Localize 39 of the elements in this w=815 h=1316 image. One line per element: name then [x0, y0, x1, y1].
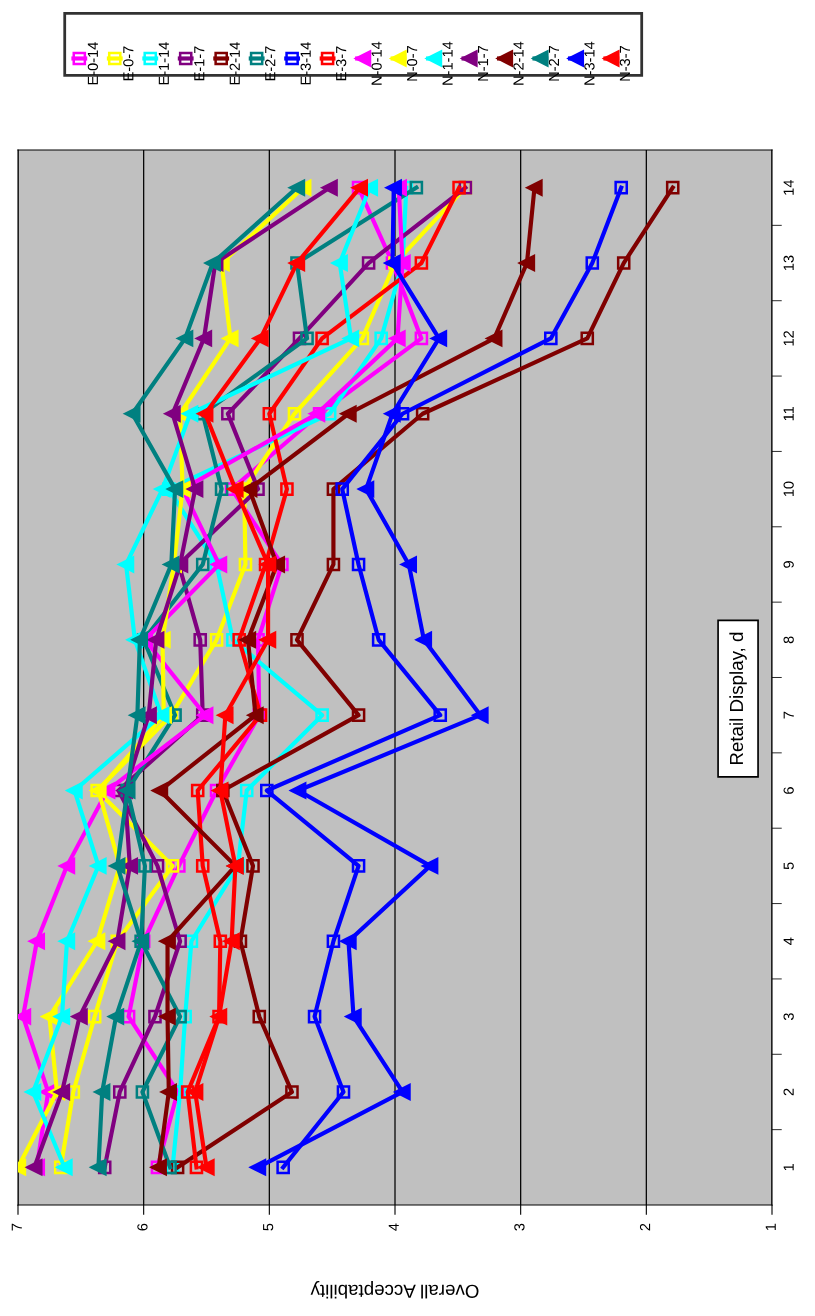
x-tick-label: 5 [263, 1223, 274, 1231]
legend-label: E-1-7 [194, 46, 205, 81]
y-tick-label: 5 [783, 862, 794, 870]
x-axis-title: Overall Acceptability [310, 1280, 479, 1299]
legend-label: E-2-14 [229, 42, 240, 85]
y-tick-label: 10 [783, 481, 794, 497]
y-tick-label: 9 [783, 561, 794, 568]
y-tick-label: 13 [783, 255, 794, 271]
x-tick-label: 7 [11, 1223, 22, 1231]
y-tick-label: 1 [783, 1163, 794, 1171]
x-tick-label: 1 [765, 1223, 776, 1231]
x-tick-label: 2 [639, 1223, 651, 1231]
legend-label: N-0-14 [371, 41, 382, 85]
legend-label: N-1-7 [478, 46, 489, 81]
x-tick-label: 4 [388, 1223, 399, 1231]
legend-label: E-0-14 [87, 42, 99, 85]
y-tick-label: 14 [783, 179, 794, 195]
legend-label: N-2-7 [548, 46, 559, 81]
legend-label: N-3-7 [619, 46, 631, 81]
legend-label: N-1-14 [442, 41, 453, 85]
y-tick-label: 11 [783, 406, 794, 421]
legend-label: E-2-7 [265, 46, 276, 81]
y-tick-label: 12 [783, 331, 794, 346]
y-tick-label: 4 [783, 937, 794, 945]
y-axis-title: Retail Display, d [729, 632, 747, 765]
legend-label: N-2-14 [513, 41, 524, 85]
legend-label: N-0-7 [406, 46, 418, 81]
x-tick-label: 3 [514, 1223, 525, 1231]
y-tick-label: 3 [783, 1013, 794, 1021]
y-tick-label: 6 [783, 787, 794, 794]
legend-label: E-1-14 [158, 42, 169, 85]
y-tick-label: 8 [783, 636, 794, 644]
legend-label: N-3-14 [584, 41, 595, 85]
y-tick-label: 2 [783, 1088, 794, 1096]
legend-label: E-3-7 [335, 46, 347, 81]
legend-label: E-0-7 [123, 46, 134, 81]
y-tick-label: 7 [783, 711, 794, 719]
x-tick-label: 6 [137, 1223, 148, 1231]
legend-label: E-3-14 [300, 42, 311, 85]
